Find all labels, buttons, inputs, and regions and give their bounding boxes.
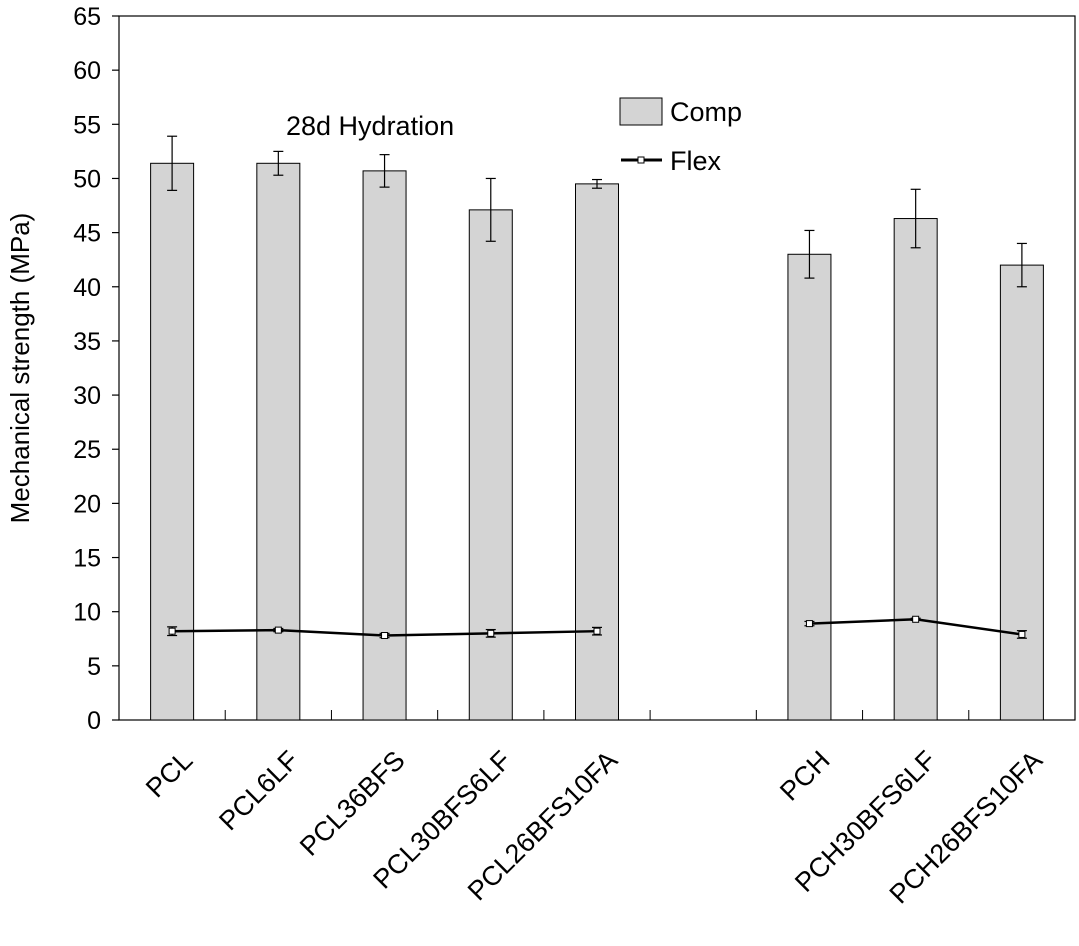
y-tick-label: 0 [87,707,101,735]
bar-comp [256,162,301,721]
y-tick-label: 50 [73,165,101,193]
y-tick-label: 5 [87,653,101,681]
point-flex [912,615,920,623]
error-bars-layer [167,135,1027,288]
y-tick-label: 55 [73,111,101,139]
point-flex [593,627,601,635]
bar-comp [150,162,195,721]
y-tick-label: 40 [73,274,101,302]
bar-comp [468,209,513,721]
point-flex [1018,630,1026,638]
x-tick-label: PCL36BFS [294,745,411,862]
x-tick-label: PCH [774,745,836,807]
point-flex [274,626,282,634]
legend-label-comp: Comp [670,97,742,127]
point-flex [805,620,813,628]
y-tick-label: 30 [73,382,101,410]
legend-label-flex: Flex [670,146,722,176]
bar-comp [893,218,938,721]
x-tick-label: PCL [140,745,198,803]
y-tick-label: 20 [73,490,101,518]
y-tick-label: 60 [73,57,101,85]
y-axis-title: Mechanical strength (MPa) [5,213,35,524]
legend: Comp Flex [619,97,742,176]
bar-comp [999,264,1044,721]
point-flex [381,632,389,640]
point-flex [487,629,495,637]
x-tick-label: PCL6LF [213,745,304,836]
y-axis: 0 5 10 15 20 25 30 35 40 45 50 55 60 65 [73,3,119,735]
bars-layer [150,162,1044,721]
y-tick-label: 25 [73,436,101,464]
legend-marker-flex [637,156,645,164]
y-tick-label: 15 [73,545,101,573]
y-tick-label: 65 [73,3,101,31]
legend-swatch-comp [619,97,663,126]
y-tick-label: 10 [73,599,101,627]
bar-comp [575,183,619,721]
y-tick-label: 45 [73,220,101,248]
point-flex [168,627,176,635]
annotation-28d-hydration: 28d Hydration [286,111,454,141]
bar-comp [787,253,832,721]
y-tick-label: 35 [73,328,101,356]
flex-line-layer [167,615,1027,640]
x-axis: PCL PCL6LFPCL36BFSPCL30BFS6LFPCL26BFS10FA… [118,710,1076,909]
